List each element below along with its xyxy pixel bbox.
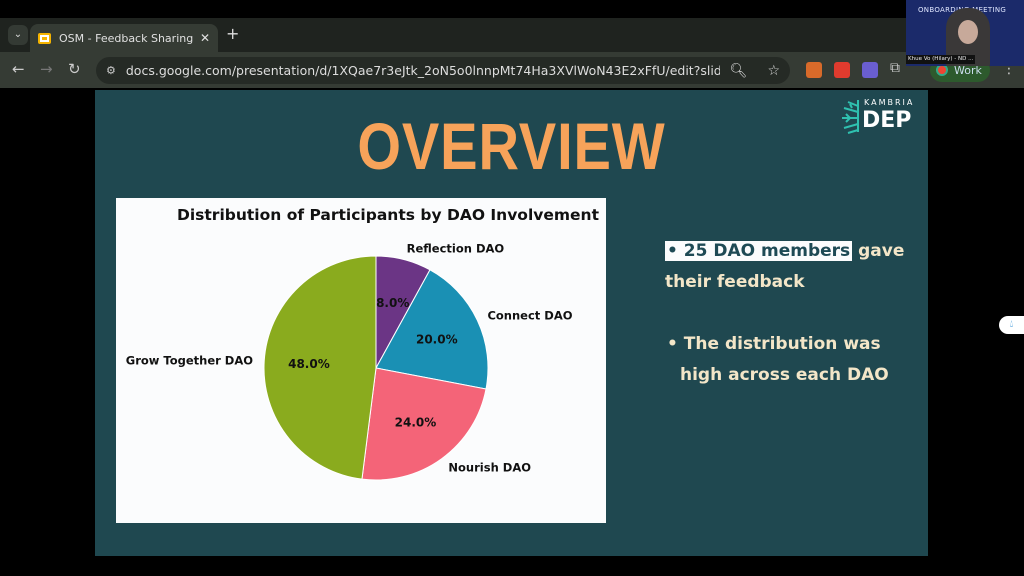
- video-overlay[interactable]: ONBOARDING MEETING Khue Vo (Hilary) - ND…: [906, 0, 1024, 66]
- forward-icon[interactable]: →: [40, 60, 53, 78]
- tab-active[interactable]: OSM - Feedback Sharing - Goo ✕: [30, 24, 218, 52]
- bullet-1-text: gave their feedback: [665, 241, 905, 292]
- pie-slice: [375, 269, 489, 390]
- bullet-2: • The distribution was high across each …: [667, 334, 889, 385]
- participant-face: [958, 20, 978, 44]
- close-icon[interactable]: ✕: [199, 31, 210, 45]
- extension-icon[interactable]: [862, 62, 878, 78]
- zoom-icon[interactable]: 🔍︎: [729, 62, 748, 79]
- snowflake-logo-icon: [842, 100, 859, 134]
- tab-strip: ⌄ OSM - Feedback Sharing - Goo ✕ +: [0, 18, 1024, 52]
- pie-percent-label: 8.0%: [376, 296, 409, 310]
- pie-percent-label: 20.0%: [416, 332, 458, 346]
- chart-title: Distribution of Participants by DAO Invo…: [177, 206, 600, 224]
- pie-slice: [263, 255, 377, 480]
- pie-slice: [361, 367, 487, 481]
- pie-category-label: Connect DAO: [487, 309, 572, 323]
- pie-chart: Distribution of Participants by DAO Invo…: [116, 198, 606, 523]
- pie-percent-label: 24.0%: [395, 415, 437, 429]
- slide: OVERVIEW KAMBRIA DEP Distribution of Par…: [95, 90, 928, 556]
- slide-title: OVERVIEW: [357, 109, 666, 183]
- pie-chart-svg: Distribution of Participants by DAO Invo…: [126, 206, 600, 481]
- profile-label: Work: [954, 63, 982, 77]
- address-bar[interactable]: ⚙ docs.google.com/presentation/d/1XQae7r…: [96, 57, 790, 84]
- site-settings-icon[interactable]: ⚙: [106, 64, 116, 77]
- pie-category-label: Nourish DAO: [448, 461, 531, 475]
- logo-small-text: KAMBRIA: [864, 98, 915, 107]
- bullet-1: • 25 DAO members gave their feedback: [665, 241, 905, 292]
- pie-percent-label: 48.0%: [288, 357, 330, 371]
- metamask-extension-icon[interactable]: [806, 62, 822, 78]
- participant-name: Khue Vo (Hilary) - ND ...: [906, 55, 976, 64]
- pie-category-label: Grow Together DAO: [126, 353, 253, 367]
- slides-icon: [38, 32, 51, 44]
- tab-title: OSM - Feedback Sharing - Goo: [59, 31, 194, 45]
- bookmark-star-icon[interactable]: ☆: [767, 62, 780, 79]
- kambria-dep-logo: KAMBRIA DEP: [840, 98, 920, 136]
- tab-search-button[interactable]: ⌄: [8, 25, 28, 45]
- toolbar: ← → ↻ ⚙ docs.google.com/presentation/d/1…: [0, 52, 1024, 88]
- pie-category-label: Reflection DAO: [407, 242, 505, 256]
- reload-icon[interactable]: ↻: [68, 60, 81, 78]
- bullet-1-highlight: 25 DAO members: [683, 241, 851, 261]
- extensions-icon[interactable]: ⧉: [890, 60, 900, 76]
- bullet-2-text: The distribution was high across each DA…: [680, 334, 889, 385]
- new-tab-button[interactable]: +: [226, 24, 240, 43]
- logo-big-text: DEP: [862, 108, 912, 133]
- extension-icon[interactable]: [834, 62, 850, 78]
- back-icon[interactable]: ←: [12, 60, 25, 78]
- side-panel-icon[interactable]: 💧︎: [999, 316, 1024, 334]
- url-text[interactable]: docs.google.com/presentation/d/1XQae7r3e…: [125, 63, 720, 78]
